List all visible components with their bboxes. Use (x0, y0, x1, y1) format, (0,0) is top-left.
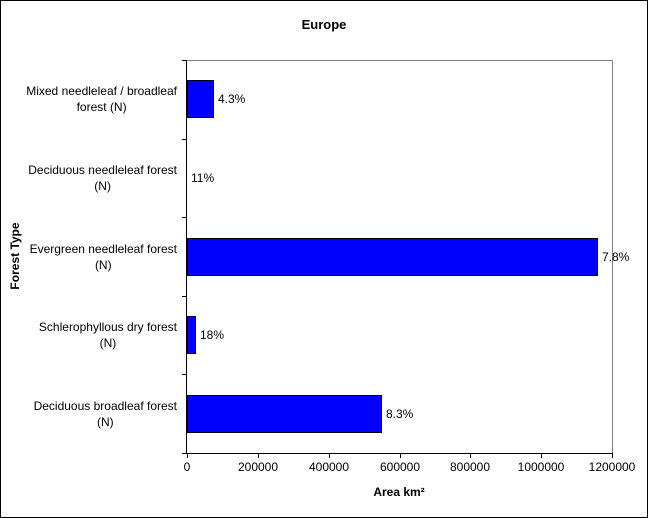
x-tick-label: 1200000 (588, 460, 636, 474)
x-tick-mark (541, 453, 542, 458)
x-tick-mark (612, 453, 613, 458)
x-tick-label: 200000 (237, 460, 279, 474)
y-tick-mark (182, 217, 187, 218)
bar-data-label: 18% (200, 328, 225, 342)
x-tick-mark (258, 453, 259, 458)
y-tick-mark (182, 60, 187, 61)
bar (187, 316, 196, 354)
category-label: Deciduous needleleaf forest (N) (28, 163, 177, 193)
y-tick-mark (182, 296, 187, 297)
category-label: Mixed needleleaf / broadleaf forest (N) (26, 84, 177, 114)
category-label: Deciduous broadleaf forest (N) (33, 399, 177, 429)
x-axis-title: Area km² (373, 485, 425, 499)
x-tick-mark (400, 453, 401, 458)
bar-data-label: 4.3% (218, 92, 246, 106)
x-tick-mark (329, 453, 330, 458)
bar-data-label: 11% (191, 171, 215, 185)
y-tick-mark (182, 139, 187, 140)
x-tick-label: 0 (183, 460, 191, 474)
bar (187, 80, 214, 118)
x-tick-mark (187, 453, 188, 458)
y-tick-mark (182, 374, 187, 375)
category-label: Schlerophyllous dry forest (N) (38, 320, 177, 350)
chart-title: Europe (301, 17, 347, 32)
x-tick-mark (470, 453, 471, 458)
y-tick-mark (182, 453, 187, 454)
x-tick-label: 400000 (308, 460, 350, 474)
bar (187, 238, 598, 276)
bar (187, 395, 382, 433)
x-tick-label: 1000000 (517, 460, 565, 474)
bar-data-label: 8.3% (386, 407, 414, 421)
x-axis-line (186, 453, 613, 454)
y-axis-line (186, 60, 187, 454)
y-axis-title: Forest Type (8, 222, 22, 290)
bar-data-label: 7.8% (602, 250, 630, 264)
x-tick-label: 600000 (379, 460, 421, 474)
category-label: Evergreen needleleaf forest (N) (29, 242, 177, 272)
x-tick-label: 800000 (449, 460, 491, 474)
